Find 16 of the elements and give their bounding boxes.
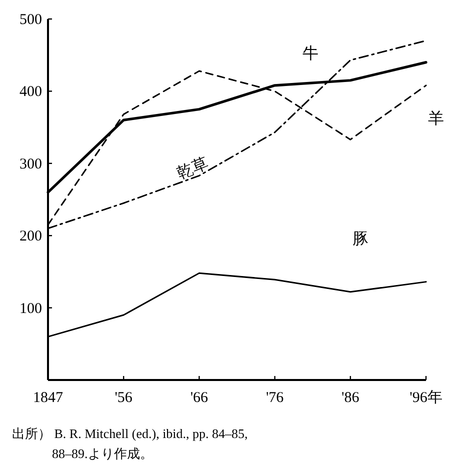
x-tick-label: '76 xyxy=(266,390,284,406)
x-tick-label: '66 xyxy=(190,390,209,406)
series-label: 牛 xyxy=(302,44,318,62)
x-tick-label: '86 xyxy=(342,390,360,406)
y-tick-label: 500 xyxy=(20,12,42,28)
text: 乾草 xyxy=(174,154,211,183)
x-tick-label: '96年 xyxy=(410,389,442,406)
y-tick-label: 200 xyxy=(20,228,42,245)
x-tick-label: 1847 xyxy=(33,390,64,406)
text: 出所） B. R. Mitchell (ed.), ibid., pp. 84–85, 88–89.より作成。 xyxy=(12,426,248,461)
y-tick-label: 100 xyxy=(20,300,42,317)
y-tick-label: 300 xyxy=(20,156,42,172)
text: 豚 xyxy=(352,230,368,248)
x-tick-label: '56 xyxy=(114,390,133,406)
series-label: 羊 xyxy=(428,109,444,128)
y-tick-label: 400 xyxy=(20,84,42,100)
